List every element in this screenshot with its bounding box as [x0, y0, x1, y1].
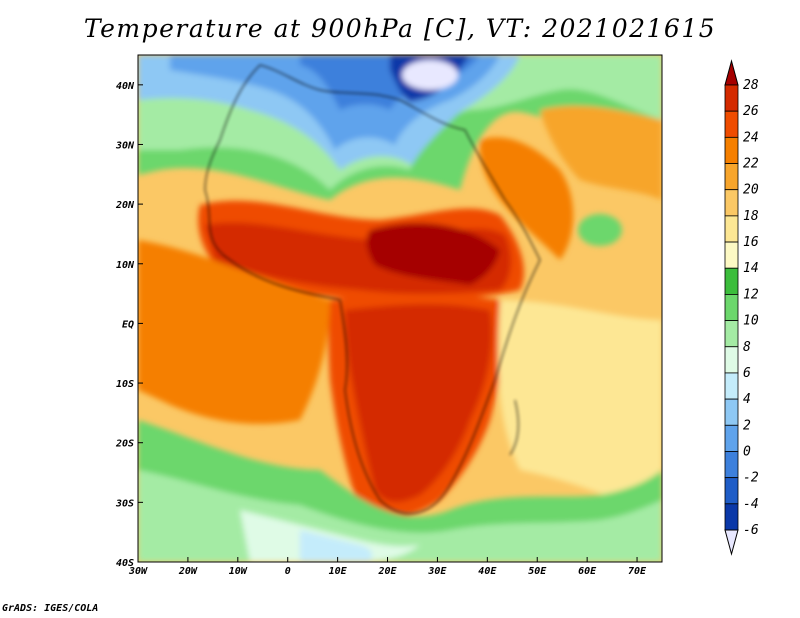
lon-tick-label: 10E [329, 566, 348, 577]
colorbar-label: 14 [743, 261, 759, 276]
lon-tick-label: 20E [377, 566, 397, 577]
colorbar-swatch [724, 189, 739, 217]
colorbar-label: 22 [743, 157, 759, 172]
lat-tick-label: 20S [115, 439, 134, 450]
lat-tick-label: 40S [116, 558, 134, 569]
colorbar-label: 6 [743, 366, 751, 381]
colorbar-label: 12 [743, 287, 759, 302]
colorbar-swatch [724, 215, 739, 243]
lon-tick-label: 70E [628, 566, 647, 577]
colorbar-label: 24 [743, 130, 759, 145]
colorbar-label: 18 [743, 209, 759, 224]
colorbar-label: 0 [743, 444, 751, 459]
lon-tick-label: 30W [128, 566, 148, 577]
lon-tick-label: 40E [478, 566, 497, 577]
colorbar-label: 28 [743, 78, 759, 93]
colorbar-label: 10 [743, 314, 759, 329]
colorbar-swatch [724, 163, 739, 191]
lon-tick-label: 60E [578, 566, 597, 577]
colorbar-swatch [724, 110, 739, 138]
colorbar-swatch [724, 372, 739, 400]
temperature-field [138, 55, 662, 562]
colorbar-label: -2 [743, 471, 759, 486]
lon-tick-label: 20W [178, 566, 198, 577]
colorbar-swatch [724, 294, 739, 321]
colorbar-swatch [724, 477, 739, 505]
colorbar-swatch [724, 241, 739, 269]
colorbar-swatch [724, 398, 739, 426]
colorbar-label: -4 [743, 497, 759, 512]
lat-tick-label: 10N [116, 260, 135, 271]
colorbar-label: 2 [743, 418, 751, 433]
lat-tick-label: 20N [115, 200, 135, 211]
lon-tick-label: 0 [285, 566, 291, 577]
latitude-axis: 40N 30N 20N 10N EQ 10S 20S 30S 40S [115, 81, 143, 569]
map-title: Temperature at 900hPa [C], VT: 202102161… [83, 14, 717, 43]
colorbar-label: 26 [743, 104, 759, 119]
colorbar-swatch [724, 84, 739, 112]
colorbar-swatch [724, 320, 739, 348]
colorbar-top-arrow [724, 59, 739, 86]
lat-tick-label: 10S [116, 379, 134, 390]
colorbar-label: 16 [743, 235, 759, 250]
colorbar-label: 4 [743, 392, 751, 407]
colorbar-swatch [724, 136, 739, 164]
colorbar-swatch [724, 424, 739, 452]
map-frame [137, 54, 663, 563]
lon-tick-label: 50E [528, 566, 547, 577]
lat-tick-label: EQ [122, 319, 134, 330]
lat-tick-label: 30N [115, 140, 135, 151]
lon-tick-label: 10W [229, 566, 248, 577]
lon-tick-label: 30E [427, 566, 447, 577]
colorbar-label: -6 [743, 523, 759, 538]
colorbar-swatch [724, 503, 739, 531]
colorbar-swatch [724, 451, 739, 479]
longitude-axis: 30W 20W 10W 0 10E 20E 30E 40E 50E 60E 70E [128, 557, 647, 577]
colorbar-label: 20 [743, 183, 759, 198]
colorbar-label: 8 [743, 340, 751, 355]
colorbar-swatch [724, 346, 739, 374]
lat-tick-label: 30S [115, 498, 134, 509]
lat-tick-label: 40N [116, 81, 135, 92]
grads-credit: GrADS: IGES/COLA [2, 603, 99, 614]
colorbar-bottom-arrow [724, 529, 739, 556]
colorbar-swatch [724, 267, 739, 295]
